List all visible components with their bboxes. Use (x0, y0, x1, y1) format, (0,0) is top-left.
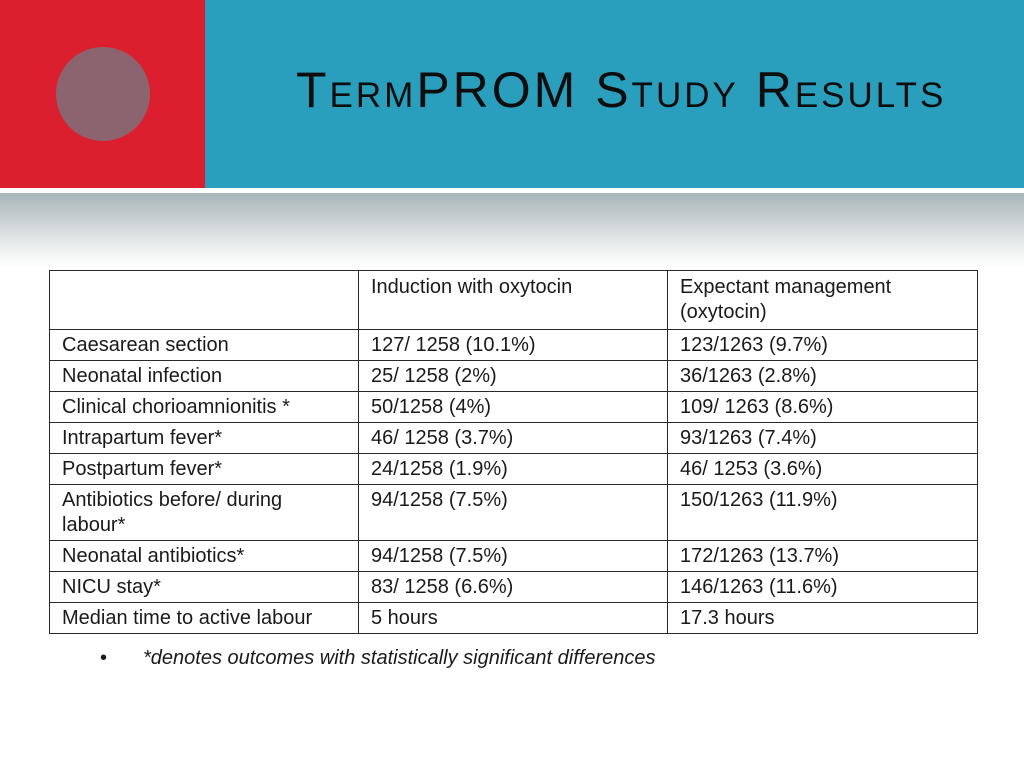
slide-title: TermPROM Study Results (296, 62, 947, 118)
table-row: Neonatal antibiotics* 94/1258 (7.5%) 172… (49, 540, 978, 572)
expectant-cell: 123/1263 (9.7%) (667, 329, 978, 361)
header-cell-induction: Induction with oxytocin (358, 270, 668, 330)
table-row: Neonatal infection 25/ 1258 (2%) 36/1263… (49, 360, 978, 392)
outcome-cell: Postpartum fever* (49, 453, 359, 485)
expectant-cell: 46/ 1253 (3.6%) (667, 453, 978, 485)
title-banner (205, 0, 1024, 188)
outcome-cell: Intrapartum fever* (49, 422, 359, 454)
expectant-cell: 93/1263 (7.4%) (667, 422, 978, 454)
expectant-cell: 109/ 1263 (8.6%) (667, 391, 978, 423)
table-row: Clinical chorioamnionitis * 50/1258 (4%)… (49, 391, 978, 423)
footnote: • *denotes outcomes with statistically si… (100, 645, 980, 671)
outcome-cell: Neonatal infection (49, 360, 359, 392)
expectant-cell: 150/1263 (11.9%) (667, 484, 978, 541)
table-row: Intrapartum fever* 46/ 1258 (3.7%) 93/12… (49, 422, 978, 454)
expectant-cell: 17.3 hours (667, 602, 978, 634)
outcome-cell: Clinical chorioamnionitis * (49, 391, 359, 423)
outcome-cell: Antibiotics before/ during labour* (49, 484, 359, 541)
divider-line (0, 188, 1024, 193)
results-table: Induction with oxytocin Expectant manage… (49, 270, 978, 634)
decorative-circle (56, 47, 150, 141)
table-row: Postpartum fever* 24/1258 (1.9%) 46/ 125… (49, 453, 978, 485)
header-cell-expectant: Expectant management (oxytocin) (667, 270, 978, 330)
table-row: Antibiotics before/ during labour* 94/12… (49, 484, 978, 541)
induction-cell: 5 hours (358, 602, 668, 634)
induction-cell: 83/ 1258 (6.6%) (358, 571, 668, 603)
table-row: NICU stay* 83/ 1258 (6.6%) 146/1263 (11.… (49, 571, 978, 603)
outcome-cell: Neonatal antibiotics* (49, 540, 359, 572)
expectant-cell: 146/1263 (11.6%) (667, 571, 978, 603)
bullet-point: • (100, 647, 108, 669)
induction-cell: 46/ 1258 (3.7%) (358, 422, 668, 454)
header-cell-empty (49, 270, 359, 330)
outcome-cell: Caesarean section (49, 329, 359, 361)
induction-cell: 94/1258 (7.5%) (358, 540, 668, 572)
outcome-cell: Median time to active labour (49, 602, 359, 634)
induction-cell: 25/ 1258 (2%) (358, 360, 668, 392)
table-row: Caesarean section 127/ 1258 (10.1%) 123/… (49, 329, 978, 361)
table-header-row: Induction with oxytocin Expectant manage… (49, 270, 978, 330)
expectant-cell: 172/1263 (13.7%) (667, 540, 978, 572)
induction-cell: 127/ 1258 (10.1%) (358, 329, 668, 361)
induction-cell: 24/1258 (1.9%) (358, 453, 668, 485)
footnote-text: *denotes outcomes with statistically sig… (143, 647, 656, 669)
expectant-cell: 36/1263 (2.8%) (667, 360, 978, 392)
induction-cell: 50/1258 (4%) (358, 391, 668, 423)
induction-cell: 94/1258 (7.5%) (358, 484, 668, 541)
gradient-band (0, 193, 1024, 268)
outcome-cell: NICU stay* (49, 571, 359, 603)
table-row: Median time to active labour 5 hours 17.… (49, 602, 978, 634)
